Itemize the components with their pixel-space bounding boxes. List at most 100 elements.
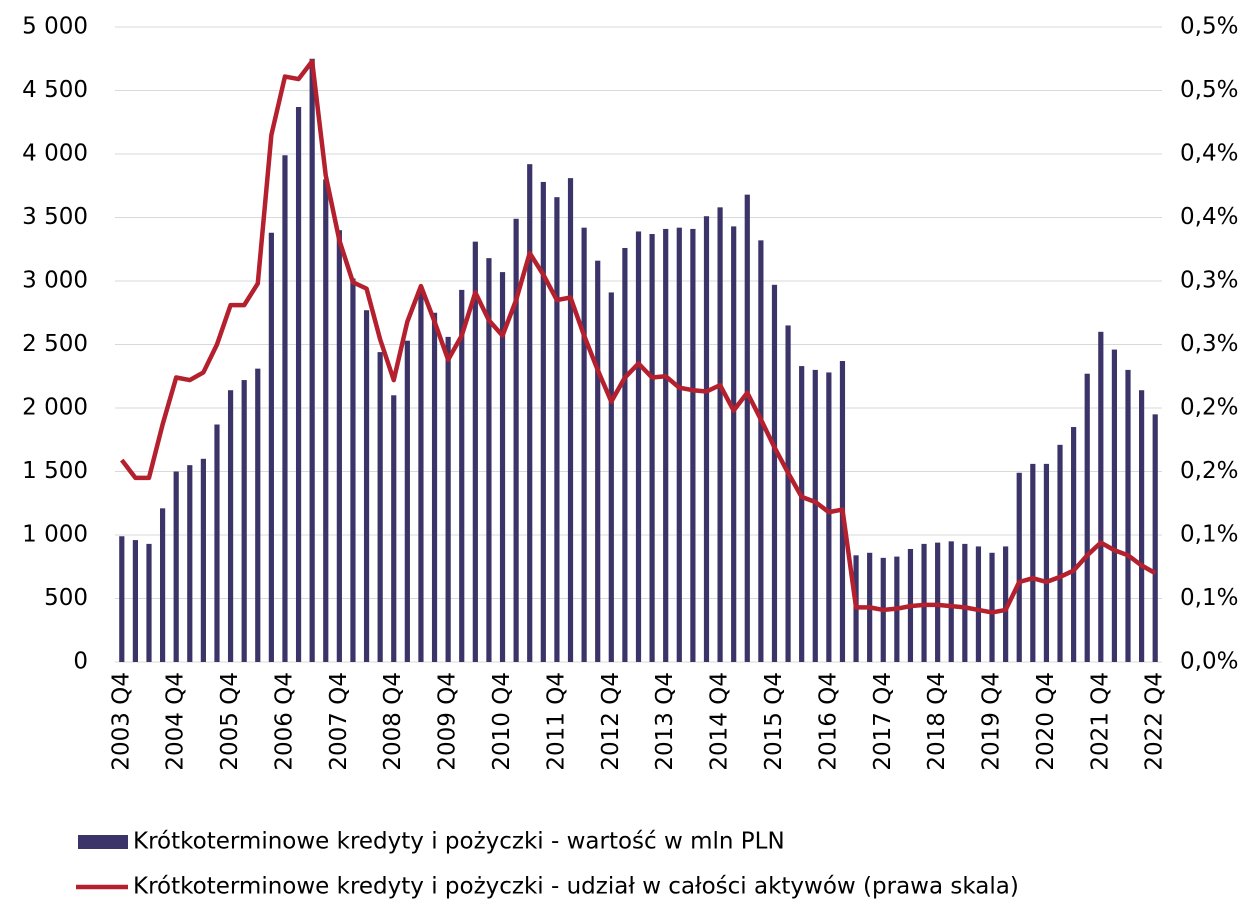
y-tick-label: 2 000 — [22, 395, 88, 421]
bar — [336, 230, 342, 662]
bar — [1152, 414, 1158, 662]
x-tick-label: 2009 Q4 — [435, 672, 461, 771]
legend-label: Krótkoterminowe kredyty i pożyczki - war… — [133, 829, 785, 855]
bar — [1016, 472, 1022, 662]
y2-tick-label: 0,5% — [1180, 77, 1238, 103]
bar — [622, 247, 628, 663]
bar — [146, 543, 152, 662]
bar — [567, 178, 574, 662]
y2-tick-label: 0,2% — [1180, 458, 1238, 484]
bar — [799, 366, 805, 662]
bar — [459, 289, 465, 662]
y-tick-label: 3 000 — [22, 268, 88, 294]
bar — [309, 58, 315, 662]
bar — [690, 228, 696, 662]
bar — [1084, 373, 1090, 662]
bar — [1003, 546, 1009, 662]
x-tick-label: 2022 Q4 — [1142, 672, 1168, 771]
x-tick-label: 2013 Q4 — [652, 672, 678, 771]
legend-label: Krótkoterminowe kredyty i pożyczki - udz… — [133, 874, 1019, 900]
bar — [377, 352, 383, 662]
bar — [1043, 463, 1050, 662]
y2-tick-label: 0,2% — [1180, 395, 1238, 421]
bar — [581, 227, 587, 662]
bar — [635, 231, 642, 662]
x-tick-label: 2005 Q4 — [217, 672, 243, 771]
bar — [595, 260, 601, 662]
y2-tick-label: 0,4% — [1180, 204, 1238, 230]
bar — [268, 232, 274, 663]
bar — [295, 107, 302, 662]
x-tick-label: 2015 Q4 — [761, 672, 787, 771]
bar — [1030, 463, 1036, 662]
x-tick-label: 2010 Q4 — [489, 672, 515, 771]
x-tick-label: 2017 Q4 — [870, 672, 896, 771]
y-tick-label: 4 500 — [22, 77, 88, 103]
bar — [486, 258, 492, 662]
y2-tick-label: 0,3% — [1180, 268, 1238, 294]
x-tick-label: 2008 Q4 — [380, 672, 406, 771]
bar — [540, 181, 546, 662]
bar — [445, 336, 451, 662]
bar — [1071, 427, 1077, 662]
x-tick-label: 2004 Q4 — [163, 672, 189, 771]
y-tick-label: 2 500 — [22, 331, 88, 357]
bar — [771, 284, 778, 662]
bar — [350, 278, 356, 662]
bar — [758, 240, 764, 663]
bar — [989, 552, 995, 662]
bar — [391, 395, 397, 662]
bar — [282, 155, 288, 662]
x-tick-label: 2007 Q4 — [326, 672, 352, 771]
x-tick-label: 2018 Q4 — [924, 672, 950, 771]
x-tick-label: 2014 Q4 — [707, 672, 733, 771]
bar — [703, 216, 710, 663]
bar — [200, 458, 206, 662]
bar — [404, 340, 410, 662]
bar — [1125, 369, 1131, 662]
x-tick-label: 2020 Q4 — [1033, 672, 1059, 771]
bar — [227, 390, 234, 662]
bar — [513, 218, 519, 662]
bar — [812, 369, 818, 662]
bar — [132, 540, 138, 662]
line — [120, 59, 1157, 615]
x-tick-label: 2012 Q4 — [598, 672, 624, 771]
legend-swatch — [78, 835, 128, 849]
y2-tick-label: 0,3% — [1180, 331, 1238, 357]
bar — [663, 228, 669, 662]
bar — [173, 471, 179, 662]
y2-tick-label: 0,1% — [1180, 522, 1238, 548]
y2-tick-label: 0,0% — [1180, 649, 1238, 675]
bar — [418, 287, 424, 662]
bar — [1098, 331, 1104, 662]
bar — [826, 372, 832, 662]
bar — [1139, 390, 1145, 662]
bar — [255, 368, 261, 662]
bar — [214, 424, 220, 662]
bar — [785, 325, 791, 662]
bar — [1111, 349, 1118, 662]
y-tick-label: 3 500 — [22, 204, 88, 230]
y-tick-label: 5 000 — [22, 14, 88, 40]
y2-tick-label: 0,4% — [1180, 141, 1238, 167]
bar — [159, 508, 166, 662]
y-tick-label: 1 000 — [22, 522, 88, 548]
y2-tick-label: 0,1% — [1180, 585, 1238, 611]
bar — [717, 207, 723, 662]
y2-tick-label: 0,5% — [1180, 14, 1238, 40]
bar — [948, 541, 954, 662]
y-tick-label: 0 — [73, 649, 88, 675]
bar — [975, 546, 982, 662]
y-tick-label: 4 000 — [22, 141, 88, 167]
bar — [431, 312, 438, 662]
bar — [962, 543, 968, 662]
bar — [187, 465, 193, 662]
bar — [119, 536, 125, 662]
y-tick-label: 1 500 — [22, 458, 88, 484]
y-tick-label: 500 — [44, 585, 88, 611]
bar — [499, 272, 506, 662]
bar — [935, 542, 941, 662]
bar — [608, 292, 614, 662]
